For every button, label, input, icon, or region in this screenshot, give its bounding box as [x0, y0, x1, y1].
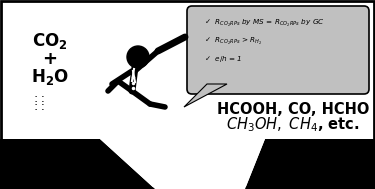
Bar: [0, 188, 375, 189]
Text: $CH_3OH,\ CH_4$, etc.: $CH_3OH,\ CH_4$, etc.: [226, 116, 360, 134]
Text: $\mathbf{+}$: $\mathbf{+}$: [42, 50, 58, 68]
Circle shape: [127, 46, 149, 68]
Text: HCOOH, CO, HCHO: HCOOH, CO, HCHO: [217, 101, 369, 116]
Polygon shape: [184, 84, 227, 107]
Text: ✓  $R_{CO_2RPs}$ > $R_{H_2}$: ✓ $R_{CO_2RPs}$ > $R_{H_2}$: [204, 36, 262, 46]
Text: ✓  $R_{CO_2RPs}$ by MS = $R_{CO_2RPs}$ by GC: ✓ $R_{CO_2RPs}$ by MS = $R_{CO_2RPs}$ by…: [204, 17, 325, 29]
Polygon shape: [245, 139, 375, 189]
FancyBboxPatch shape: [187, 6, 369, 94]
Text: $\mathbf{H_2O}$: $\mathbf{H_2O}$: [31, 67, 69, 87]
Text: ✓  $e/h$ = 1: ✓ $e/h$ = 1: [204, 54, 242, 64]
Polygon shape: [204, 69, 230, 83]
Text: : :: : :: [34, 101, 45, 114]
Polygon shape: [0, 139, 155, 189]
Text: : :: : :: [34, 92, 45, 105]
Polygon shape: [100, 139, 265, 189]
Text: $\mathbf{CO_2}$: $\mathbf{CO_2}$: [32, 31, 68, 51]
